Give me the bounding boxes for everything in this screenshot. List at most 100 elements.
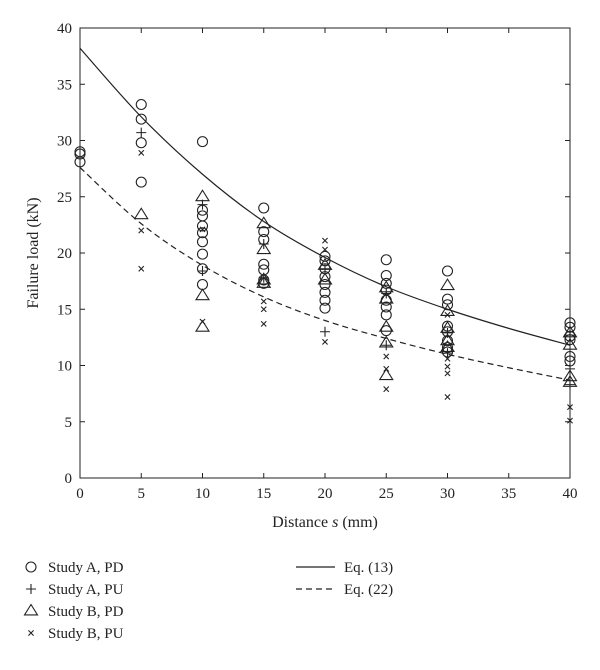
legend-marker-1 <box>25 561 37 573</box>
y-tick-label-5: 20 <box>57 246 72 262</box>
data-point-s3-16 <box>440 278 455 291</box>
data-point-s1-31 <box>319 302 331 314</box>
data-point-s3-4 <box>195 319 210 332</box>
data-point-s4-12 <box>383 353 390 360</box>
data-point-s1-12 <box>196 227 209 239</box>
data-point-s4-7 <box>260 306 267 313</box>
legend-marker-4 <box>28 630 34 636</box>
axis-ticks: 0 5 10 15 20 25 30 35 40 0 5 10 15 20 25 30 35 40 <box>57 21 578 502</box>
y-tick-label-1: 0 <box>65 471 73 487</box>
data-point-s4-16 <box>444 355 451 362</box>
data-point-s1-13 <box>196 236 209 248</box>
data-point-s3-5 <box>256 216 272 229</box>
data-point-s1-8 <box>196 136 209 148</box>
y-tick-label-9: 40 <box>57 21 72 37</box>
data-point-s3-13 <box>378 319 394 332</box>
data-point-s1-5 <box>135 113 147 125</box>
y-tick-label-3: 10 <box>57 359 72 375</box>
data-point-s4-9 <box>322 237 328 244</box>
data-point-s1-7 <box>135 176 147 188</box>
data-point-s4-8 <box>260 320 267 327</box>
data-point-s4-17 <box>444 363 451 370</box>
data-point-s1-37 <box>380 301 392 313</box>
x-tick-label-8: 35 <box>501 486 516 502</box>
data-point-s2-11 <box>442 348 453 359</box>
x-axis-label: Distance s (mm) <box>272 514 378 531</box>
data-point-s3-19 <box>440 333 455 346</box>
data-point-s4-14 <box>383 386 390 393</box>
data-point-s4-4 <box>199 226 206 233</box>
data-point-s1-24 <box>319 250 331 262</box>
data-point-s4-10 <box>322 246 328 253</box>
data-point-s1-17 <box>258 202 270 214</box>
y-tick-label-8: 35 <box>57 77 72 93</box>
data-point-s3-18 <box>440 320 455 333</box>
data-point-s3-15 <box>378 368 394 381</box>
plot-area-frame <box>79 27 571 479</box>
data-point-s1-42 <box>441 299 454 311</box>
data-point-s3-3 <box>195 288 210 301</box>
data-point-s2-10 <box>442 327 453 338</box>
x-tick-label-9: 40 <box>563 486 578 502</box>
x-tick-label-6: 25 <box>379 486 394 502</box>
data-point-s4-3 <box>138 265 145 272</box>
legend-curve-label-2: Eq. (22) <box>344 582 393 598</box>
data-point-s2-1 <box>136 127 147 138</box>
data-point-s3-14 <box>378 335 394 348</box>
data-point-s3-10 <box>317 272 333 285</box>
data-point-s1-32 <box>380 254 392 266</box>
data-point-s1-34 <box>380 277 392 289</box>
data-point-s1-11 <box>196 220 209 232</box>
legend-label-2: Study A, PU <box>48 582 124 598</box>
y-tick-label-7: 30 <box>57 134 72 150</box>
data-point-s3-8 <box>256 275 272 288</box>
data-point-s4-11 <box>322 338 328 345</box>
data-point-s3-2 <box>195 189 210 202</box>
data-point-s1-41 <box>441 293 454 305</box>
legend-curve-label-1: Eq. (13) <box>344 560 393 576</box>
data-point-s1-28 <box>319 278 331 291</box>
data-point-s1-20 <box>258 258 270 270</box>
curve-eq-1 <box>79 47 571 346</box>
data-point-s1-18 <box>258 226 270 238</box>
data-point-s3-6 <box>256 242 272 255</box>
data-point-s1-30 <box>319 294 331 306</box>
data-point-s4-6 <box>260 298 267 305</box>
data-point-s2-9 <box>381 340 392 351</box>
x-tick-label-2: 5 <box>138 486 146 502</box>
data-point-s1-4 <box>135 98 147 111</box>
chart-data-layer <box>74 47 578 424</box>
data-point-s3-7 <box>256 272 272 285</box>
data-point-s4-18 <box>444 370 451 377</box>
data-point-s4-1 <box>138 149 145 156</box>
y-axis-label: Failure load (kN) <box>25 197 42 308</box>
legend-label-1: Study A, PD <box>48 560 124 576</box>
data-point-s4-5 <box>199 318 206 325</box>
x-tick-label-4: 15 <box>256 486 271 502</box>
legend-marker-2 <box>26 584 36 594</box>
data-point-s2-2 <box>197 199 208 210</box>
y-tick-label-2: 5 <box>65 415 73 431</box>
data-point-s3-1 <box>133 207 149 220</box>
data-point-s4-2 <box>138 227 145 234</box>
y-tick-label-6: 25 <box>57 190 72 206</box>
data-point-s1-14 <box>196 248 209 260</box>
data-point-s1-33 <box>380 269 392 282</box>
data-point-s3-9 <box>317 257 333 270</box>
data-point-s4-15 <box>444 311 451 318</box>
data-point-s1-10 <box>196 210 209 222</box>
x-tick-label-1: 0 <box>76 486 84 502</box>
y-tick-label-4: 15 <box>57 302 72 318</box>
x-tick-label-5: 20 <box>318 486 333 502</box>
legend-label-4: Study B, PU <box>48 626 124 642</box>
data-point-s4-19 <box>444 394 451 400</box>
data-point-s3-20 <box>440 339 455 352</box>
data-point-s1-29 <box>319 286 331 298</box>
data-point-s3-12 <box>378 291 394 304</box>
data-point-s2-7 <box>320 326 330 337</box>
legend-marker-3 <box>23 603 39 616</box>
data-point-s4-13 <box>383 365 390 372</box>
data-point-s1-40 <box>441 265 454 277</box>
data-point-s1-16 <box>196 278 209 291</box>
